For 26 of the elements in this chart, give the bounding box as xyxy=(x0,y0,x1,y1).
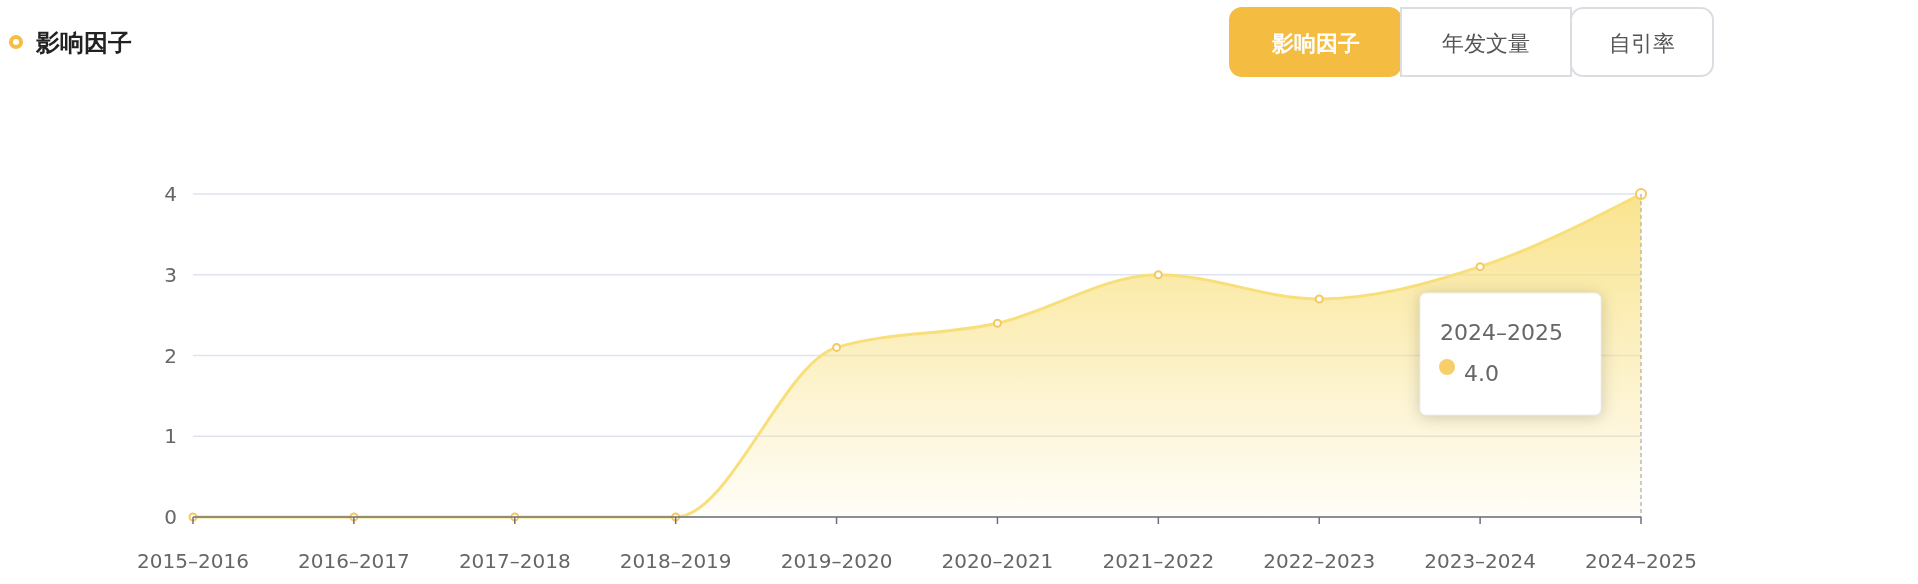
x-tick-label: 2024–2025 xyxy=(1585,549,1697,573)
point xyxy=(832,342,842,352)
point xyxy=(992,318,1002,328)
x-tick-label: 2023–2024 xyxy=(1424,549,1537,573)
x-tick-label: 2019–2020 xyxy=(780,549,893,573)
text: 年发文量 xyxy=(1442,31,1530,56)
x-tick-label: 2018–2019 xyxy=(619,549,732,573)
point xyxy=(1314,294,1324,304)
x-tick-label: 2021–2022 xyxy=(1102,549,1215,573)
y-tick-label: 3 xyxy=(164,262,177,287)
y-tick-label: 0 xyxy=(164,505,177,529)
text: 影响因子 xyxy=(1270,31,1360,56)
y-tick-label: 4 xyxy=(164,182,177,206)
text: 自引率 xyxy=(1609,31,1675,56)
annotation: 2024–2025 xyxy=(1440,320,1563,345)
point xyxy=(1475,262,1485,272)
x-tick-label: 2017–2018 xyxy=(458,549,571,573)
y-tick-label: 1 xyxy=(164,424,177,449)
x-tick-label: 2016–2017 xyxy=(297,549,410,573)
annotation: 4.0 xyxy=(1464,361,1499,386)
y-tick-label: 2 xyxy=(164,343,177,368)
x-tick-label: 2015–2016 xyxy=(137,549,249,573)
x-tick-label: 2022–2023 xyxy=(1263,549,1376,573)
point xyxy=(1153,270,1163,280)
x-tick-label: 2020–2021 xyxy=(941,549,1054,573)
chart-title: 影响因子 xyxy=(35,29,132,57)
